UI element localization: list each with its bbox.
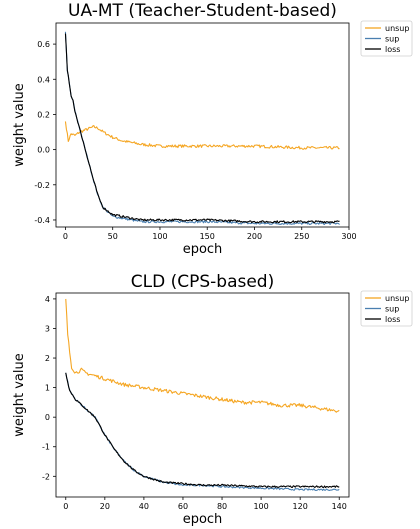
y-tick-label: 0.0 xyxy=(37,146,50,155)
x-tick-label: 250 xyxy=(294,232,309,241)
x-axis-label: epoch xyxy=(183,242,223,257)
x-tick-label: 140 xyxy=(332,502,347,511)
y-tick-label: 2 xyxy=(45,354,50,363)
x-tick-label: 100 xyxy=(253,502,268,511)
legend-box xyxy=(360,20,413,57)
series-line-unsup xyxy=(64,121,340,150)
series-line-sup xyxy=(65,372,340,492)
x-tick-label: 300 xyxy=(341,232,356,241)
legend-label-loss: loss xyxy=(385,45,400,54)
series-line-loss xyxy=(65,372,340,489)
y-tick-label: 4 xyxy=(45,295,50,304)
chart-title: UA-MT (Teacher-Student-based) xyxy=(68,1,337,21)
legend-label-unsup: unsup xyxy=(385,294,409,303)
x-tick-label: 150 xyxy=(200,232,215,241)
chart-0: UA-MT (Teacher-Student-based) 0 50 100 150 20… xyxy=(12,1,413,257)
legend-label-sup: sup xyxy=(385,35,399,44)
x-tick-label: 40 xyxy=(139,502,149,511)
y-tick-label: -1 xyxy=(42,443,50,452)
y-tick-label: 3 xyxy=(45,324,50,333)
x-tick-label: 100 xyxy=(152,232,167,241)
x-tick-label: 80 xyxy=(217,502,227,511)
y-tick-label: 0.2 xyxy=(37,110,50,119)
series-line-unsup xyxy=(65,298,340,413)
y-tick-label: -0.2 xyxy=(34,181,50,190)
legend-label-loss: loss xyxy=(385,315,400,324)
x-tick-label: 50 xyxy=(108,232,118,241)
series-line-sup xyxy=(64,31,340,226)
y-tick-label: -2 xyxy=(42,472,50,481)
plot-area-frame xyxy=(55,292,350,498)
y-tick-label: 0.6 xyxy=(37,40,50,49)
y-axis-label: weight value xyxy=(12,83,27,166)
legend-label-sup: sup xyxy=(385,305,399,314)
y-axis-label: weight value xyxy=(12,353,27,436)
y-tick-label: 0 xyxy=(45,413,50,422)
x-tick-label: 20 xyxy=(100,502,110,511)
x-tick-label: 0 xyxy=(63,502,68,511)
plot-area-frame xyxy=(55,22,350,228)
y-tick-label: 1 xyxy=(45,384,50,393)
x-tick-label: 60 xyxy=(178,502,188,511)
x-axis-label: epoch xyxy=(183,512,223,527)
chart-title: CLD (CPS-based) xyxy=(131,272,274,292)
x-tick-label: 0 xyxy=(63,232,68,241)
y-tick-label: 0.4 xyxy=(37,75,50,84)
legend-label-unsup: unsup xyxy=(385,24,409,33)
x-tick-label: 200 xyxy=(247,232,262,241)
x-tick-label: 120 xyxy=(293,502,308,511)
legend-box xyxy=(360,290,413,327)
y-tick-label: -0.4 xyxy=(34,216,50,225)
series-line-loss xyxy=(64,33,340,224)
chart-1: CLD (CPS-based) 0 20 40 60 80 100 120 140 4 3 2 1 0 -1… xyxy=(12,272,413,527)
